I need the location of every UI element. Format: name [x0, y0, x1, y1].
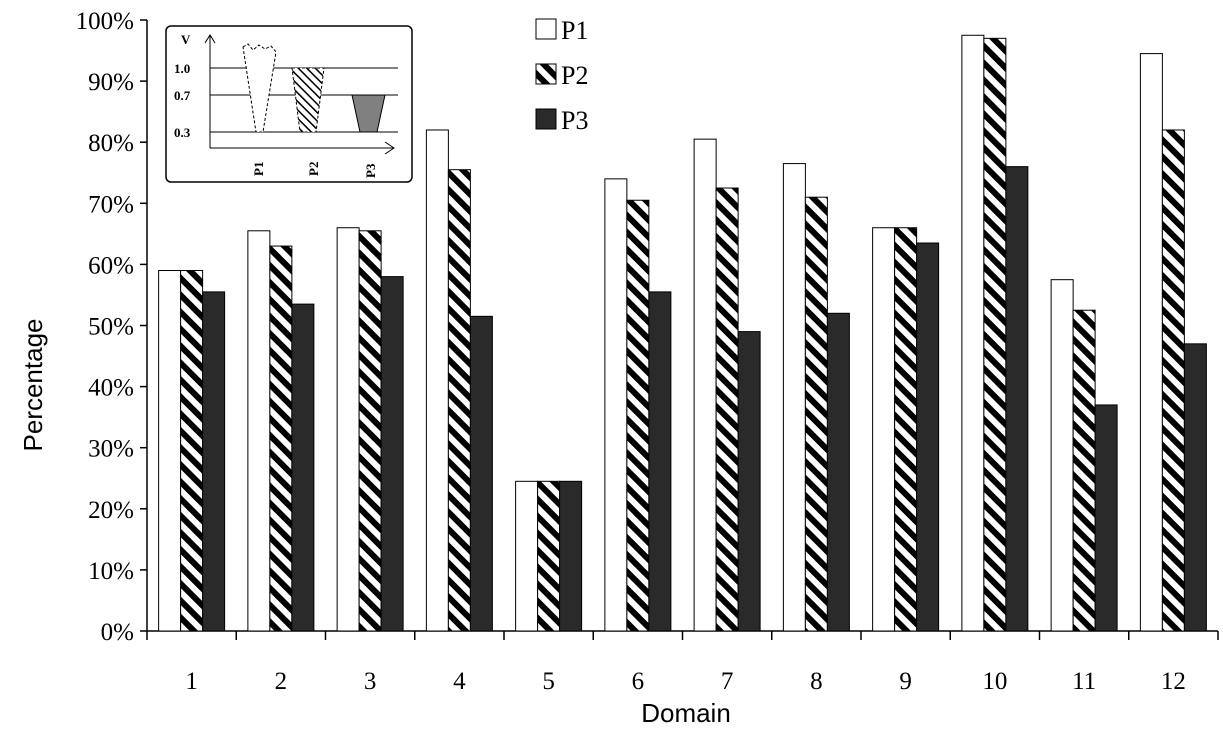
inset-item-p3: P3 — [363, 163, 378, 178]
inset-axis-label: V — [181, 32, 191, 47]
bar-p1-domain-9 — [872, 227, 896, 632]
bar-p3-domain-6 — [648, 291, 672, 632]
y-tick-label: 10% — [88, 558, 134, 585]
x-tick-label: 2 — [275, 668, 288, 695]
legend-label-p3: P3 — [561, 106, 588, 135]
bar-p2-domain-1 — [180, 270, 204, 632]
bar-p1-domain-3 — [336, 227, 360, 632]
inset-item-p1: P1 — [251, 162, 266, 176]
bar-p1-domain-7 — [693, 138, 717, 632]
y-tick-label: 100% — [76, 8, 134, 35]
inset-level-1: 1.0 — [174, 61, 190, 76]
x-tick-label: 6 — [632, 668, 645, 695]
bar-p2-domain-3 — [358, 230, 382, 632]
inset-diagram: V 1.0 0.7 0.3 P1 P2 P3 — [165, 25, 413, 183]
x-axis-title: Domain — [641, 698, 731, 728]
bar-p3-domain-1 — [202, 291, 226, 632]
y-tick-label: 60% — [88, 252, 134, 279]
x-tick-label: 1 — [185, 668, 198, 695]
y-tick-label: 90% — [88, 69, 134, 96]
inset-vertical-arrow — [204, 34, 216, 44]
bar-p1-domain-8 — [782, 163, 806, 632]
y-tick-label: 0% — [101, 619, 134, 646]
bar-p1-domain-6 — [604, 178, 628, 632]
legend: P1 P2 P3 — [535, 16, 588, 135]
bar-p3-domain-2 — [291, 303, 315, 632]
inset-level-2: 0.7 — [174, 88, 191, 103]
x-axis: 1 2 3 4 5 6 7 8 9 10 11 12 — [146, 630, 1219, 695]
x-tick-label: 10 — [982, 668, 1007, 695]
bar-p3-domain-9 — [916, 242, 940, 632]
bar-p2-domain-7 — [715, 187, 739, 632]
bar-p1-domain-4 — [425, 129, 449, 632]
x-tick-label: 3 — [364, 668, 377, 695]
legend-swatch-p3 — [535, 108, 557, 130]
legend-swatch-p2 — [535, 63, 557, 85]
y-tick-label: 20% — [88, 497, 134, 524]
bar-p1-domain-10 — [961, 34, 985, 632]
y-tick-label: 40% — [88, 375, 134, 402]
y-axis: 0% 10% 20% 30% 40% 50% 60% 70% 80% 90% 100% — [76, 8, 148, 646]
bar-p3-domain-11 — [1094, 404, 1118, 632]
bar-p3-domain-12 — [1183, 343, 1207, 632]
legend-label-p2: P2 — [561, 61, 588, 90]
inset-shape-p2 — [291, 67, 325, 133]
bar-p1-domain-2 — [247, 230, 271, 632]
y-tick-label: 30% — [88, 436, 134, 463]
inset-horizontal-arrow — [384, 141, 395, 155]
bar-p2-domain-6 — [626, 199, 650, 632]
x-tick-label: 5 — [542, 668, 555, 695]
inset-level-3: 0.3 — [174, 125, 191, 140]
bar-p3-domain-7 — [737, 331, 761, 632]
bar-p3-domain-3 — [380, 276, 404, 632]
bar-p3-domain-8 — [826, 312, 850, 632]
legend-label-p1: P1 — [561, 16, 588, 45]
inset-shape-p3 — [351, 94, 386, 133]
bar-p2-domain-8 — [804, 196, 828, 632]
bar-p3-domain-4 — [469, 315, 493, 632]
y-tick-label: 80% — [88, 130, 134, 157]
y-axis-title: Percentage — [18, 319, 48, 452]
bar-p1-domain-5 — [515, 480, 539, 632]
bar-p2-domain-10 — [983, 37, 1007, 632]
bar-p2-domain-9 — [894, 227, 918, 632]
x-tick-label: 11 — [1072, 668, 1096, 695]
x-tick-label: 7 — [721, 668, 734, 695]
x-tick-label: 8 — [810, 668, 823, 695]
bar-p1-domain-1 — [158, 270, 182, 632]
bar-p3-domain-5 — [559, 480, 583, 632]
y-tick-label: 50% — [88, 314, 134, 341]
bar-p1-domain-11 — [1050, 279, 1074, 632]
bar-p2-domain-5 — [537, 480, 561, 632]
bar-p2-domain-12 — [1161, 129, 1185, 632]
x-tick-label: 12 — [1161, 668, 1186, 695]
y-tick-label: 70% — [88, 191, 134, 218]
bar-p2-domain-2 — [269, 245, 293, 632]
bars — [158, 34, 1207, 632]
bar-p1-domain-12 — [1139, 53, 1163, 632]
x-tick-label: 9 — [899, 668, 912, 695]
inset-frame — [165, 25, 413, 183]
inset-shape-p1 — [242, 43, 277, 133]
bar-p3-domain-10 — [1005, 166, 1029, 632]
bar-p2-domain-11 — [1072, 309, 1096, 632]
x-tick-label: 4 — [453, 668, 466, 695]
legend-swatch-p1 — [535, 18, 557, 40]
inset-item-p2: P2 — [306, 162, 321, 176]
bar-p2-domain-4 — [447, 169, 471, 632]
